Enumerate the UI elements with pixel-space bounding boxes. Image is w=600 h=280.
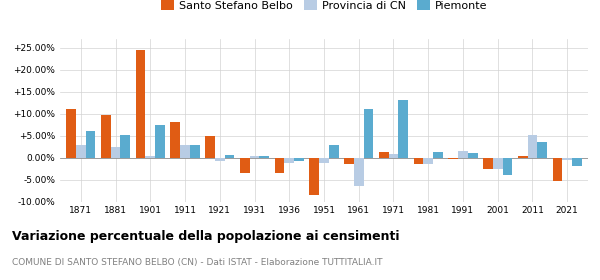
Bar bbox=[86, 131, 95, 158]
Bar bbox=[111, 147, 121, 158]
Bar bbox=[424, 158, 433, 164]
Bar bbox=[136, 50, 145, 158]
Bar bbox=[572, 158, 582, 167]
Bar bbox=[329, 144, 338, 158]
Bar bbox=[76, 144, 86, 158]
Bar bbox=[215, 158, 224, 161]
Bar bbox=[398, 100, 408, 158]
Bar bbox=[503, 158, 512, 175]
Bar bbox=[310, 158, 319, 195]
Bar bbox=[389, 154, 398, 158]
Bar bbox=[205, 136, 215, 158]
Bar bbox=[562, 158, 572, 160]
Bar bbox=[493, 158, 503, 169]
Bar bbox=[101, 115, 111, 158]
Bar bbox=[518, 155, 527, 158]
Bar bbox=[155, 125, 165, 158]
Bar bbox=[319, 158, 329, 163]
Bar bbox=[294, 158, 304, 161]
Bar bbox=[275, 158, 284, 173]
Bar bbox=[344, 158, 354, 164]
Bar bbox=[364, 109, 373, 158]
Bar bbox=[145, 155, 155, 158]
Bar bbox=[448, 158, 458, 159]
Bar bbox=[250, 155, 259, 158]
Bar bbox=[527, 135, 537, 158]
Bar bbox=[413, 158, 424, 164]
Bar bbox=[537, 142, 547, 158]
Bar bbox=[180, 144, 190, 158]
Legend: Santo Stefano Belbo, Provincia di CN, Piemonte: Santo Stefano Belbo, Provincia di CN, Pi… bbox=[157, 0, 491, 15]
Bar bbox=[468, 153, 478, 158]
Bar bbox=[240, 158, 250, 173]
Bar bbox=[190, 144, 200, 158]
Bar bbox=[170, 122, 180, 158]
Bar bbox=[284, 158, 294, 163]
Bar bbox=[483, 158, 493, 169]
Bar bbox=[458, 151, 468, 158]
Bar bbox=[121, 135, 130, 158]
Text: Variazione percentuale della popolazione ai censimenti: Variazione percentuale della popolazione… bbox=[12, 230, 400, 242]
Bar bbox=[553, 158, 562, 181]
Bar bbox=[354, 158, 364, 186]
Bar bbox=[259, 155, 269, 158]
Bar bbox=[379, 152, 389, 158]
Bar bbox=[224, 155, 235, 158]
Bar bbox=[66, 109, 76, 158]
Text: COMUNE DI SANTO STEFANO BELBO (CN) - Dati ISTAT - Elaborazione TUTTITALIA.IT: COMUNE DI SANTO STEFANO BELBO (CN) - Dat… bbox=[12, 258, 383, 267]
Bar bbox=[433, 152, 443, 158]
